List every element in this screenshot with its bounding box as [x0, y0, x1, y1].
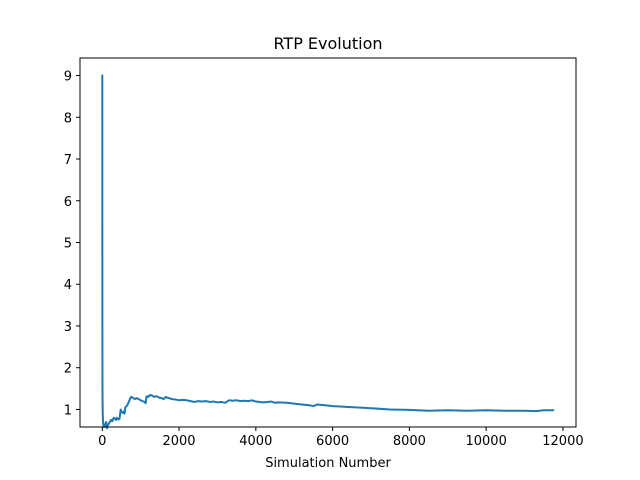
y-tick-label: 4 — [64, 278, 72, 293]
x-axis-label: Simulation Number — [265, 456, 391, 471]
y-tick-label: 3 — [64, 320, 72, 335]
y-tick-label: 7 — [64, 153, 72, 168]
y-axis-ticks: 1 2 3 4 5 6 7 8 9 — [64, 70, 80, 418]
x-tick-label: 6000 — [316, 434, 349, 449]
y-tick-label: 1 — [64, 403, 72, 418]
x-tick-label: 12000 — [542, 434, 583, 449]
x-tick-label: 8000 — [393, 434, 426, 449]
plot-area — [101, 74, 555, 430]
chart-title: RTP Evolution — [273, 34, 382, 53]
series-line-0 — [101, 74, 555, 430]
y-tick-label: 2 — [64, 362, 72, 377]
y-tick-label: 9 — [64, 70, 72, 85]
y-tick-label: 6 — [64, 195, 72, 210]
x-tick-label: 0 — [98, 434, 106, 449]
y-tick-label: 5 — [64, 237, 72, 252]
y-tick-label: 8 — [64, 111, 72, 126]
x-tick-label: 2000 — [162, 434, 195, 449]
x-tick-label: 10000 — [465, 434, 506, 449]
x-tick-label: 4000 — [239, 434, 272, 449]
x-axis-ticks: 0 2000 4000 6000 8000 10000 12000 — [98, 427, 584, 449]
